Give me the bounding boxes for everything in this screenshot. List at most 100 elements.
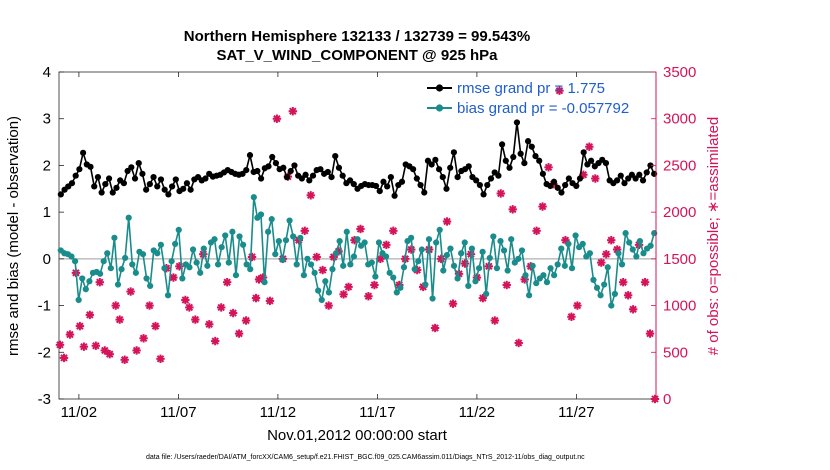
rmse-point xyxy=(502,157,509,164)
right-tick-label: 0 xyxy=(663,391,671,408)
x-tick-label: 11/12 xyxy=(260,404,296,421)
rmse-point xyxy=(265,163,272,170)
bias-point xyxy=(343,228,350,235)
obs-assimilated-marker xyxy=(120,355,129,364)
obs-assimilated-marker xyxy=(191,315,200,324)
rmse-point xyxy=(547,182,554,190)
bias-point xyxy=(626,239,633,246)
rmse-point xyxy=(439,174,446,181)
bias-point xyxy=(222,232,229,239)
obs-assimilated-marker xyxy=(339,290,348,299)
legend-rmse-marker xyxy=(435,84,444,92)
obs-assimilated-marker xyxy=(607,235,616,245)
bias-point xyxy=(236,233,243,240)
obs-assimilated-marker xyxy=(145,301,154,310)
bias-point xyxy=(107,265,114,272)
bias-point xyxy=(636,238,644,245)
rmse-point xyxy=(94,174,102,181)
obs-assimilated-marker xyxy=(185,303,194,312)
obs-assimilated-marker xyxy=(91,341,101,350)
obs-assimilated-marker xyxy=(265,296,275,306)
bias-point xyxy=(304,255,311,262)
obs-assimilated-marker xyxy=(538,202,547,211)
bias-point xyxy=(429,295,436,302)
bias-point xyxy=(79,275,86,282)
obs-assimilated-marker xyxy=(228,308,238,318)
bias-point xyxy=(157,241,164,248)
bias-point xyxy=(490,233,497,240)
right-axis-label: # of obs: o=possible; ∗=assimilated xyxy=(705,117,722,356)
rmse-point xyxy=(539,170,547,177)
rmse-point xyxy=(335,164,343,171)
bias-point xyxy=(122,254,129,262)
bias-point xyxy=(290,233,297,240)
bias-point xyxy=(540,272,547,279)
bias-point xyxy=(200,245,207,252)
obs-assimilated-marker xyxy=(356,224,365,234)
bias-point xyxy=(225,259,232,266)
bias-point xyxy=(232,272,240,279)
bias-point xyxy=(647,242,654,249)
right-tick-label: 1000 xyxy=(663,298,696,315)
bias-point xyxy=(586,250,593,257)
obs-assimilated-marker xyxy=(156,354,165,364)
rmse-point xyxy=(109,189,116,196)
bias-point xyxy=(322,278,329,285)
rmse-point xyxy=(146,181,153,188)
bias-point xyxy=(172,240,179,248)
bias-point xyxy=(440,267,447,274)
bias-point xyxy=(558,245,565,252)
rmse-point xyxy=(487,175,495,182)
bias-point xyxy=(397,284,404,291)
obs-assimilated-marker xyxy=(591,174,600,183)
bias-point xyxy=(422,281,429,288)
rmse-point xyxy=(183,180,191,187)
bias-point xyxy=(472,278,479,285)
rmse-point xyxy=(131,175,139,182)
bias-point xyxy=(433,239,440,246)
x-tick-label: 11/22 xyxy=(459,404,495,421)
bias-point xyxy=(168,258,175,265)
left-tick-label: 3 xyxy=(43,111,51,128)
obs-assimilated-marker xyxy=(496,189,505,198)
bias-point xyxy=(629,246,636,253)
bias-point xyxy=(282,237,290,244)
rmse-point xyxy=(113,184,120,191)
rmse-point xyxy=(143,186,150,193)
rmse-point xyxy=(169,183,176,190)
rmse-point xyxy=(280,164,287,171)
obs-assimilated-marker xyxy=(115,315,124,324)
bias-point xyxy=(204,262,211,269)
rmse-point xyxy=(120,180,127,187)
obs-assimilated-marker xyxy=(324,301,333,310)
x-tick-label: 11/27 xyxy=(558,404,594,421)
obs-assimilated-marker xyxy=(585,142,594,151)
right-tick-label: 500 xyxy=(663,344,688,361)
bias-point xyxy=(354,236,361,243)
rmse-point xyxy=(432,156,439,163)
obs-assimilated-marker xyxy=(105,349,114,359)
rmse-point xyxy=(480,191,487,198)
bias-point xyxy=(400,264,408,271)
rmse-point xyxy=(499,141,506,148)
bias-point xyxy=(257,211,265,218)
obs-assimilated-marker xyxy=(288,107,298,116)
bias-point xyxy=(443,252,450,259)
obs-assimilated-marker xyxy=(272,114,282,123)
obs-assimilated-marker xyxy=(382,240,391,250)
bias-point xyxy=(240,241,247,248)
obs-assimilated-marker xyxy=(79,342,89,351)
rmse-point xyxy=(376,188,383,195)
rmse-point xyxy=(536,157,543,164)
bias-point xyxy=(247,266,254,273)
rmse-point xyxy=(324,168,331,176)
bias-point xyxy=(129,261,136,268)
plot-area xyxy=(58,71,657,400)
bias-point xyxy=(436,226,443,233)
rmse-point xyxy=(91,183,98,190)
left-axis-label: rmse and bias (model - observation) xyxy=(5,116,22,356)
bias-point xyxy=(497,238,504,245)
rmse-point xyxy=(283,174,291,181)
bias-point xyxy=(315,287,322,294)
